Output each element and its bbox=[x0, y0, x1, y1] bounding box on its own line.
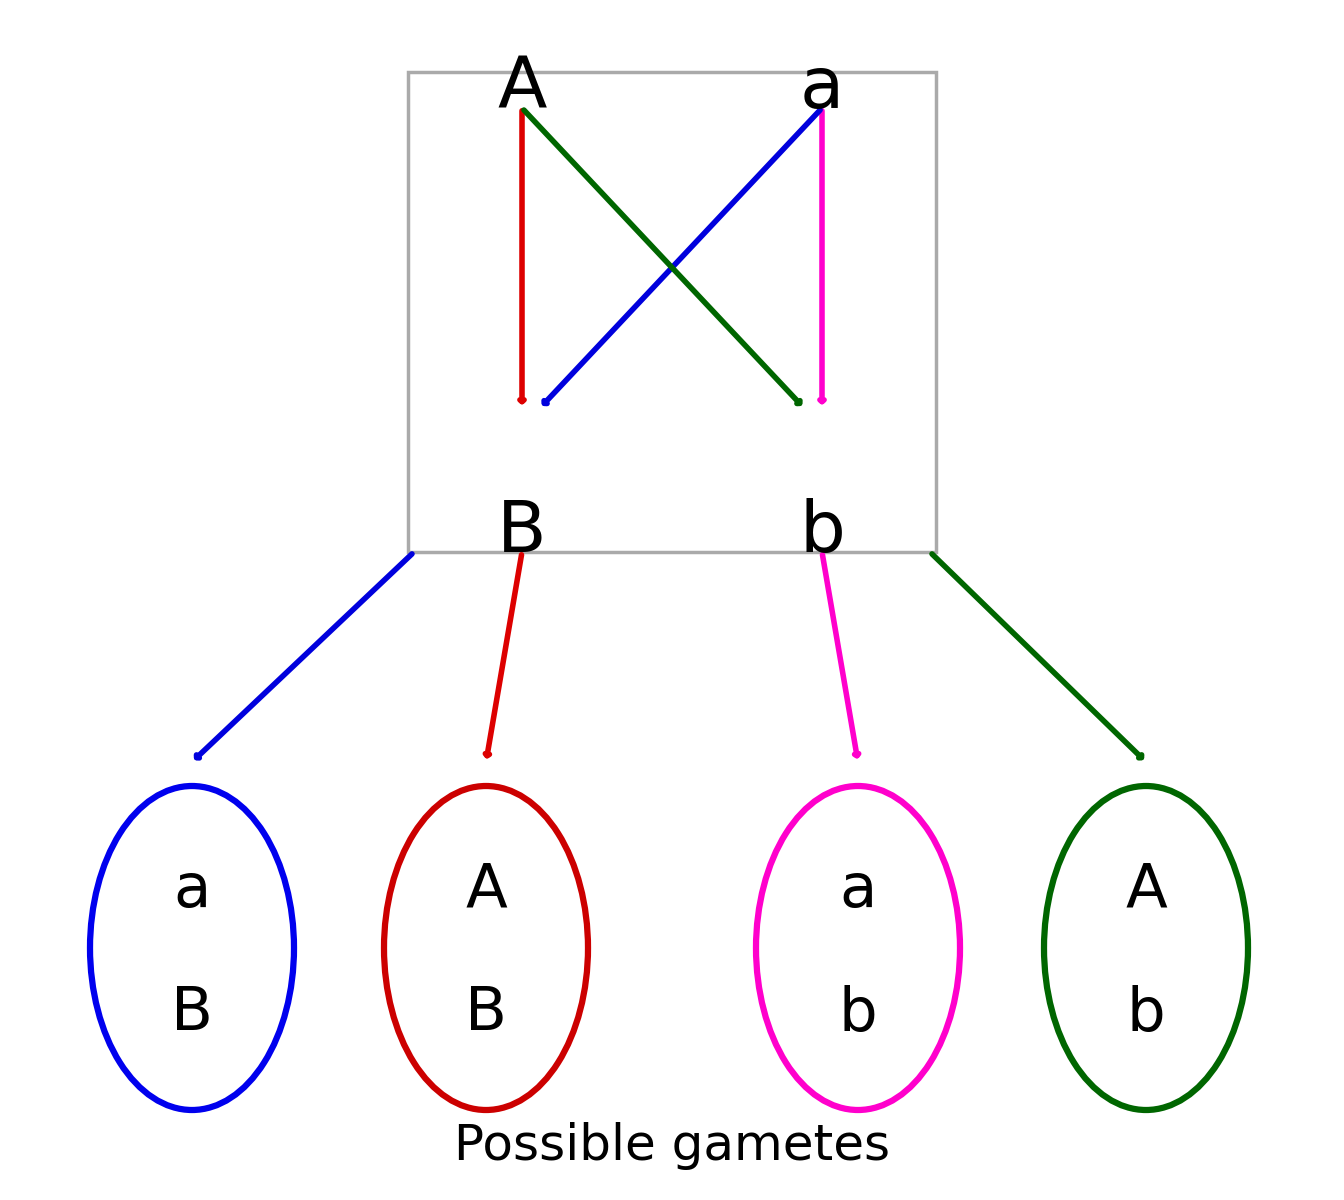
Text: A: A bbox=[497, 54, 547, 122]
Ellipse shape bbox=[755, 786, 960, 1110]
Text: B: B bbox=[171, 984, 212, 1044]
Text: Possible gametes: Possible gametes bbox=[454, 1122, 890, 1170]
Ellipse shape bbox=[90, 786, 294, 1110]
Text: b: b bbox=[800, 498, 845, 566]
Text: b: b bbox=[1126, 984, 1165, 1044]
Text: A: A bbox=[1125, 860, 1167, 920]
Bar bbox=[409, 72, 935, 552]
Ellipse shape bbox=[384, 786, 587, 1110]
Text: B: B bbox=[465, 984, 507, 1044]
Text: b: b bbox=[839, 984, 878, 1044]
Text: B: B bbox=[497, 498, 547, 566]
Text: A: A bbox=[465, 860, 507, 920]
Ellipse shape bbox=[1044, 786, 1249, 1110]
Text: a: a bbox=[173, 860, 211, 920]
Text: a: a bbox=[800, 54, 844, 122]
Text: a: a bbox=[839, 860, 876, 920]
